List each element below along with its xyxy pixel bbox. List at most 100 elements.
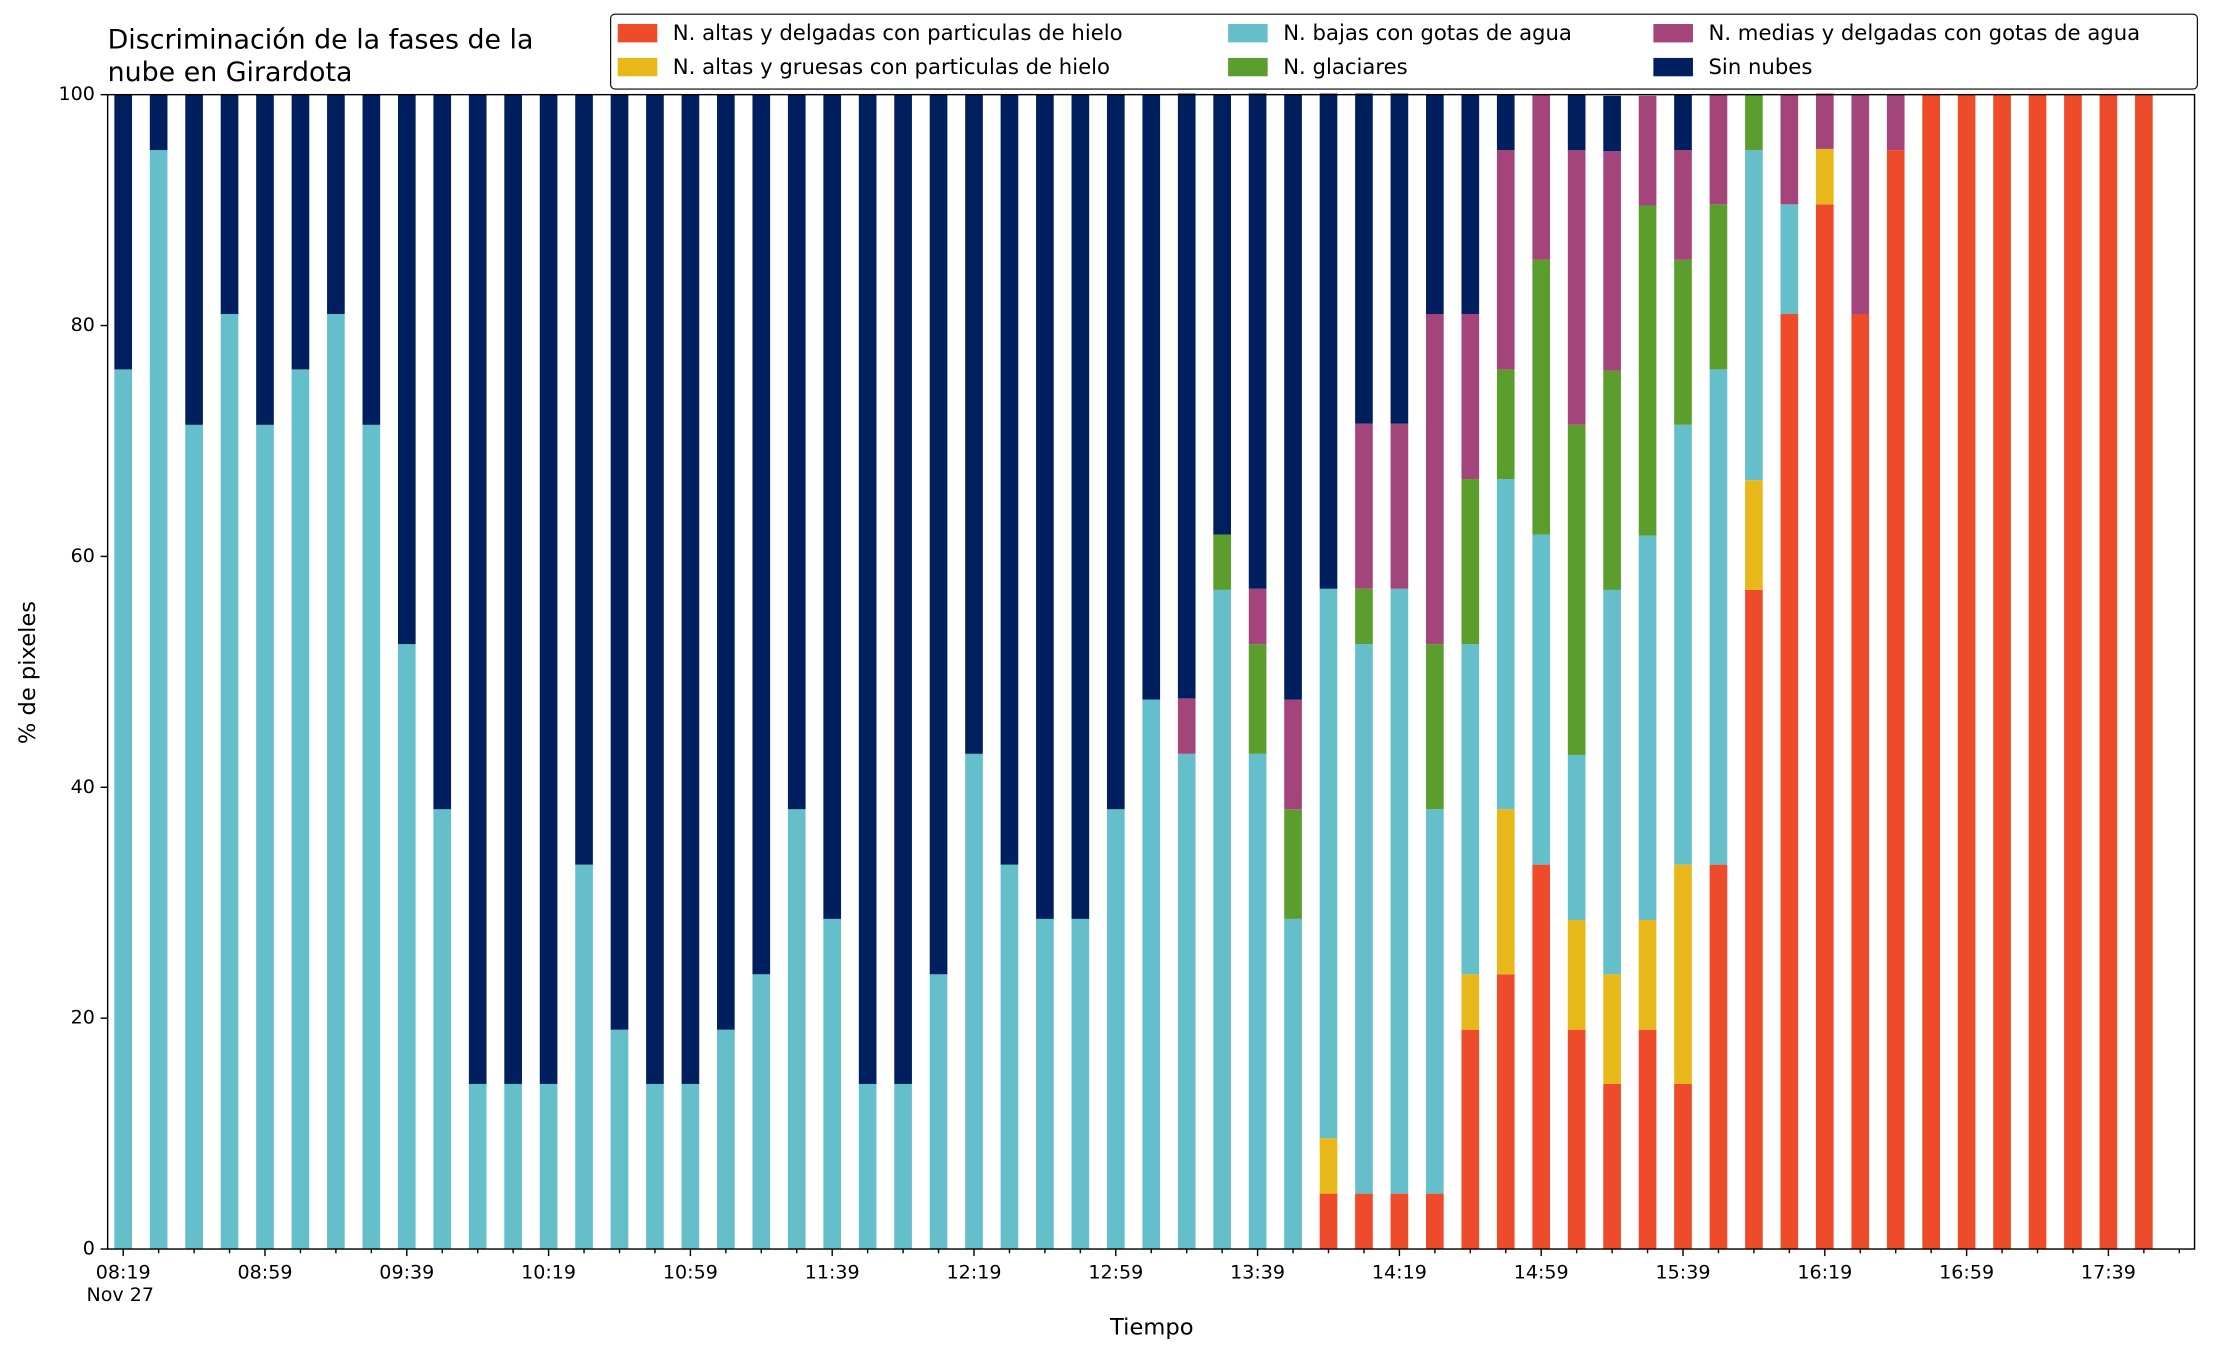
x-date-label: Nov 27 bbox=[86, 1284, 154, 1306]
bar-segment bbox=[1248, 644, 1267, 754]
bar-segment bbox=[1213, 94, 1231, 535]
bar-segment bbox=[646, 1083, 664, 1250]
bar-segment bbox=[1461, 94, 1480, 314]
legend-box bbox=[610, 13, 2198, 90]
bar-segment bbox=[1319, 1138, 1338, 1194]
x-tick-label: 12:59 bbox=[1088, 1262, 1143, 1284]
bar-segment bbox=[1745, 150, 1763, 481]
bar-segment bbox=[327, 94, 345, 314]
bar-segment bbox=[1496, 809, 1515, 975]
bar-segment bbox=[1674, 864, 1692, 1084]
bar-segment bbox=[1355, 423, 1373, 589]
bar-segment bbox=[1496, 150, 1515, 370]
bar-segment bbox=[646, 94, 664, 1084]
bar-segment bbox=[1036, 918, 1054, 1250]
bar-segment bbox=[1674, 259, 1692, 425]
bar-segment bbox=[327, 313, 345, 1250]
bar-segment bbox=[362, 424, 381, 1250]
y-axis-label: % de pixeles bbox=[15, 601, 41, 744]
bar-segment bbox=[2064, 94, 2082, 1250]
bar-segment bbox=[1461, 479, 1480, 645]
bar-segment bbox=[114, 369, 133, 1250]
bar-segment bbox=[149, 150, 168, 1250]
bar-segment bbox=[1496, 369, 1515, 480]
bar-segment bbox=[1319, 93, 1338, 589]
bar-segment bbox=[1532, 864, 1551, 1250]
bar-segment bbox=[362, 94, 381, 425]
bar-segment bbox=[1426, 1193, 1444, 1250]
x-tick-label: 08:59 bbox=[238, 1262, 293, 1284]
legend-label: N. bajas con gotas de agua bbox=[1283, 20, 1572, 45]
bar-segment bbox=[787, 94, 806, 810]
bar-segment bbox=[1177, 753, 1196, 1250]
bar-segment bbox=[1638, 95, 1657, 206]
bar-segment bbox=[1886, 150, 1905, 1250]
bar-segment bbox=[539, 1083, 558, 1250]
bar-segment bbox=[2099, 94, 2118, 1250]
bar-segment bbox=[1000, 94, 1019, 865]
bar-segment bbox=[1674, 1083, 1692, 1250]
bar-segment bbox=[1638, 920, 1657, 1030]
bar-segment bbox=[1496, 479, 1515, 810]
y-tick-label: 80 bbox=[71, 314, 95, 336]
chart-title: Discriminación de la fases de la bbox=[108, 24, 534, 55]
bar-segment bbox=[1426, 644, 1444, 810]
legend-swatch bbox=[1228, 24, 1268, 43]
legend: N. altas y delgadas con particulas de hi… bbox=[610, 13, 2198, 90]
bar-segment bbox=[1709, 369, 1728, 865]
bar-segment bbox=[894, 94, 912, 1084]
bar-segment bbox=[1815, 93, 1834, 149]
legend-label: N. altas y gruesas con particulas de hie… bbox=[673, 54, 1110, 79]
x-tick-label: 13:39 bbox=[1230, 1262, 1285, 1284]
bar-segment bbox=[894, 1083, 912, 1250]
bar-segment bbox=[1603, 95, 1621, 152]
legend-label: N. medias y delgadas con gotas de agua bbox=[1708, 20, 2140, 45]
bar-segment bbox=[965, 753, 983, 1250]
bar-segment bbox=[1248, 588, 1267, 645]
y-tick-label: 100 bbox=[59, 83, 95, 105]
legend-label: Sin nubes bbox=[1708, 54, 1812, 79]
bar-segment bbox=[1815, 204, 1834, 1250]
bar-segment bbox=[929, 974, 948, 1250]
x-tick-label: 11:39 bbox=[805, 1262, 860, 1284]
bar-segment bbox=[575, 864, 593, 1250]
y-tick-label: 0 bbox=[83, 1238, 95, 1260]
bar-segment bbox=[1532, 259, 1551, 535]
bar-segment bbox=[1567, 94, 1586, 151]
plot-area: 0 20 40 60 80 100 08:19 08:59 09:39 10:19 10:59 11:… bbox=[59, 83, 2181, 1306]
bar-segment bbox=[858, 94, 877, 1084]
bar-segment bbox=[1426, 313, 1444, 645]
bar-segment bbox=[717, 94, 735, 1030]
bar-segment bbox=[1319, 1193, 1338, 1250]
bar-segment bbox=[1638, 535, 1657, 921]
bar-segment bbox=[1780, 94, 1799, 205]
bar-segment bbox=[1071, 918, 1090, 1250]
bar-segment bbox=[1603, 151, 1621, 371]
bar-segment bbox=[185, 94, 203, 425]
bar-segment bbox=[1886, 94, 1905, 151]
x-tick-label: 12:19 bbox=[947, 1262, 1002, 1284]
bar-segment bbox=[681, 94, 700, 1084]
bar-segment bbox=[1638, 205, 1657, 536]
bar-segment bbox=[1036, 94, 1054, 919]
bar-segment bbox=[610, 94, 629, 1030]
bar-segment bbox=[433, 809, 452, 1250]
bar-segment bbox=[468, 1083, 487, 1250]
bar-segment bbox=[1355, 1193, 1373, 1250]
bar-segment bbox=[1674, 94, 1692, 151]
x-axis-label: Tiempo bbox=[1109, 1315, 1193, 1341]
bar-segment bbox=[1355, 93, 1373, 424]
bar-segment bbox=[610, 1029, 629, 1250]
bar-segment bbox=[1922, 94, 1940, 1250]
bar-segment bbox=[1426, 809, 1444, 1194]
bar-segment bbox=[1567, 920, 1586, 1030]
bar-segment bbox=[1284, 94, 1302, 700]
x-tick-label: 09:39 bbox=[379, 1262, 434, 1284]
bar-segment bbox=[397, 94, 416, 645]
bar-segment bbox=[1426, 94, 1444, 314]
bar-segment bbox=[1567, 754, 1586, 921]
y-tick-label: 40 bbox=[71, 776, 95, 798]
bar-segment bbox=[2028, 94, 2047, 1250]
bar-segment bbox=[2135, 94, 2153, 1250]
bar-segment bbox=[929, 94, 948, 975]
